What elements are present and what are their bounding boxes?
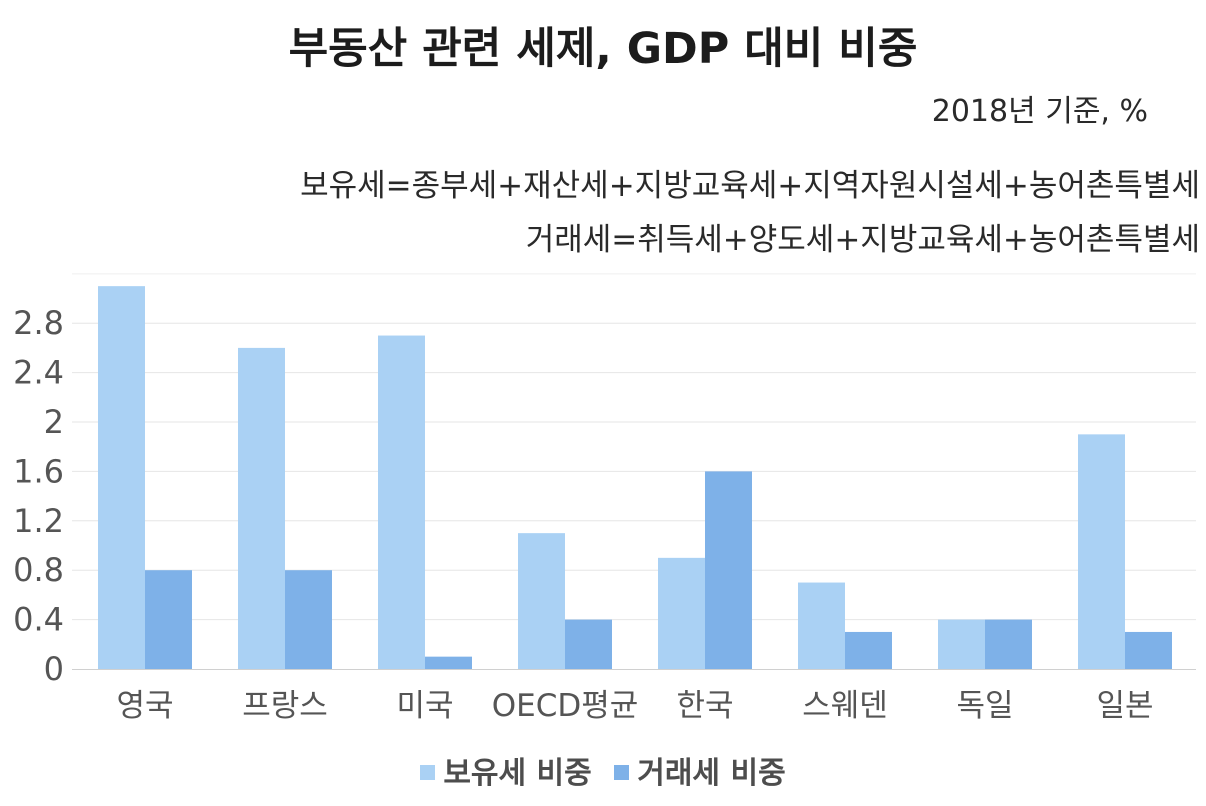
bar-transaction-1 bbox=[285, 570, 332, 669]
y-tick-label-1: 0.4 bbox=[13, 601, 64, 639]
note-transaction-tax: 거래세=취득세+양도세+지방교육세+농어촌특별세 bbox=[525, 222, 1200, 258]
legend-label-transaction: 거래세 비중 bbox=[637, 756, 786, 791]
y-tick-label-7: 2.8 bbox=[13, 304, 64, 342]
y-tick-label-2: 0.8 bbox=[13, 551, 64, 589]
bar-transaction-5 bbox=[845, 631, 892, 669]
bar-holding-5 bbox=[798, 582, 845, 669]
bar-holding-3 bbox=[518, 533, 565, 669]
y-tick-label-3: 1.2 bbox=[13, 502, 64, 540]
bar-transaction-2 bbox=[425, 656, 472, 669]
bar-transaction-0 bbox=[145, 570, 192, 669]
bar-transaction-6 bbox=[985, 619, 1032, 669]
legend-swatch-holding bbox=[420, 765, 436, 780]
x-tick-label-7: 일본 bbox=[1096, 688, 1153, 724]
legend-label-holding: 보유세 비중 bbox=[443, 756, 592, 791]
y-tick-label-5: 2 bbox=[44, 403, 64, 441]
bar-holding-6 bbox=[938, 619, 985, 669]
chart-subtitle: 2018년 기준, % bbox=[931, 94, 1148, 129]
bar-transaction-3 bbox=[565, 619, 612, 669]
bar-holding-0 bbox=[98, 286, 145, 669]
bar-holding-4 bbox=[658, 557, 705, 669]
legend: 보유세 비중 거래세 비중 bbox=[0, 748, 1206, 792]
legend-swatch-transaction bbox=[614, 765, 630, 780]
y-tick-label-4: 1.6 bbox=[13, 452, 64, 490]
x-tick-label-3: OECD평균 bbox=[492, 688, 639, 724]
bar-transaction-4 bbox=[705, 471, 752, 669]
x-tick-label-2: 미국 bbox=[396, 688, 453, 724]
legend-item-holding: 보유세 비중 bbox=[420, 748, 592, 792]
y-tick-label-0: 0 bbox=[44, 650, 64, 688]
x-tick-label-6: 독일 bbox=[956, 688, 1013, 724]
bar-holding-2 bbox=[378, 335, 425, 669]
note-holding-tax: 보유세=종부세+재산세+지방교육세+지역자원시설세+농어촌특별세 bbox=[300, 168, 1200, 204]
x-tick-label-0: 영국 bbox=[116, 688, 173, 724]
bar-holding-1 bbox=[238, 347, 285, 669]
x-tick-label-4: 한국 bbox=[676, 688, 733, 724]
chart-title: 부동산 관련 세제, GDP 대비 비중 bbox=[288, 24, 918, 74]
bar-transaction-7 bbox=[1125, 631, 1172, 669]
bar-holding-7 bbox=[1078, 434, 1125, 669]
x-tick-label-1: 프랑스 bbox=[242, 688, 328, 724]
x-tick-label-5: 스웨덴 bbox=[802, 688, 888, 724]
legend-item-transaction: 거래세 비중 bbox=[614, 748, 786, 792]
y-tick-label-6: 2.4 bbox=[13, 354, 64, 392]
